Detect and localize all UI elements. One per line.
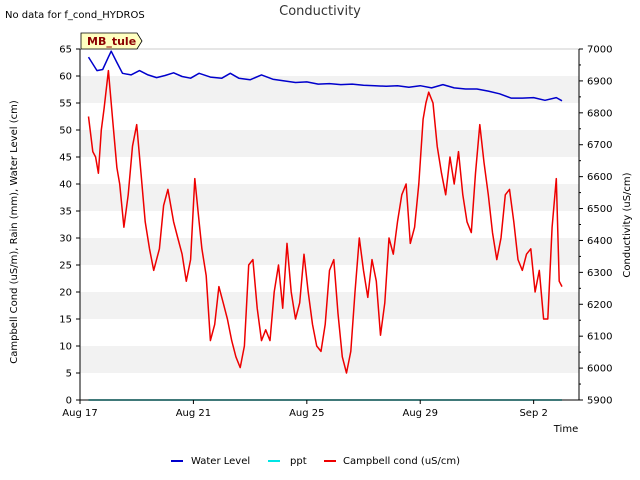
x-tick-label: Aug 17 bbox=[62, 408, 97, 419]
plot-background-bands bbox=[80, 76, 579, 373]
left-tick-label: 60 bbox=[59, 72, 72, 83]
right-tick-label: 6900 bbox=[587, 76, 612, 87]
right-tick-label: 6000 bbox=[587, 364, 612, 375]
left-tick-label: 0 bbox=[66, 396, 72, 407]
left-tick-label: 25 bbox=[59, 261, 72, 272]
grid-band bbox=[80, 346, 579, 373]
x-tick-label: Sep 2 bbox=[519, 408, 547, 419]
no-data-note: No data for f_cond_HYDROS bbox=[5, 10, 145, 21]
x-tick-label: Aug 21 bbox=[176, 408, 211, 419]
left-axis-title: Campbell Cond (uS/m), Rain (mm), Water L… bbox=[9, 100, 20, 364]
grid-band bbox=[80, 238, 579, 265]
right-tick-label: 6800 bbox=[587, 108, 612, 119]
chart-title: Conductivity bbox=[279, 4, 361, 19]
right-tick-label: 6300 bbox=[587, 268, 612, 279]
left-tick-label: 45 bbox=[59, 153, 72, 164]
left-tick-label: 5 bbox=[66, 369, 72, 380]
left-tick-label: 55 bbox=[59, 99, 72, 110]
grid-band bbox=[80, 292, 579, 319]
series-line-water-level bbox=[87, 50, 563, 102]
left-tick-label: 30 bbox=[59, 234, 72, 245]
site-badge-box bbox=[80, 32, 143, 50]
right-tick-label: 6200 bbox=[587, 300, 612, 311]
left-tick-label: 15 bbox=[59, 315, 72, 326]
grid-band bbox=[80, 76, 579, 103]
right-tick-label: 5900 bbox=[587, 396, 612, 407]
x-tick-label: Aug 25 bbox=[289, 408, 324, 419]
series-line-campbell-cond-us-cm bbox=[87, 69, 563, 374]
left-tick-label: 20 bbox=[59, 288, 72, 299]
axes-layer: 0 5 10 15 20 25 30 35 40 45 50 55 60 65 5900 6000 6100 62… bbox=[59, 45, 612, 420]
right-tick-label: 6100 bbox=[587, 332, 612, 343]
left-tick-label: 65 bbox=[59, 45, 72, 56]
legend-label-campbell-cond: Campbell cond (uS/cm) bbox=[343, 456, 460, 467]
right-tick-label: 6700 bbox=[587, 140, 612, 151]
x-axis-title: Time bbox=[553, 424, 578, 435]
legend: Water Level ppt Campbell cond (uS/cm) bbox=[171, 456, 460, 467]
right-tick-label: 6600 bbox=[587, 172, 612, 183]
grid-band bbox=[80, 130, 579, 157]
left-tick-label: 40 bbox=[59, 180, 72, 191]
site-badge-label: MB_tule bbox=[87, 35, 136, 48]
x-tick-label: Aug 29 bbox=[403, 408, 438, 419]
legend-label-ppt: ppt bbox=[290, 456, 307, 467]
right-tick-label: 6500 bbox=[587, 204, 612, 215]
right-axis-title: Conductivity (uS/cm) bbox=[622, 172, 633, 277]
left-tick-label: 50 bbox=[59, 126, 72, 137]
right-tick-label: 7000 bbox=[587, 45, 612, 56]
legend-label-water-level: Water Level bbox=[191, 456, 250, 467]
left-tick-label: 10 bbox=[59, 342, 72, 353]
left-tick-label: 35 bbox=[59, 207, 72, 218]
right-tick-label: 6400 bbox=[587, 236, 612, 247]
site-badge: MB_tule bbox=[80, 32, 143, 50]
